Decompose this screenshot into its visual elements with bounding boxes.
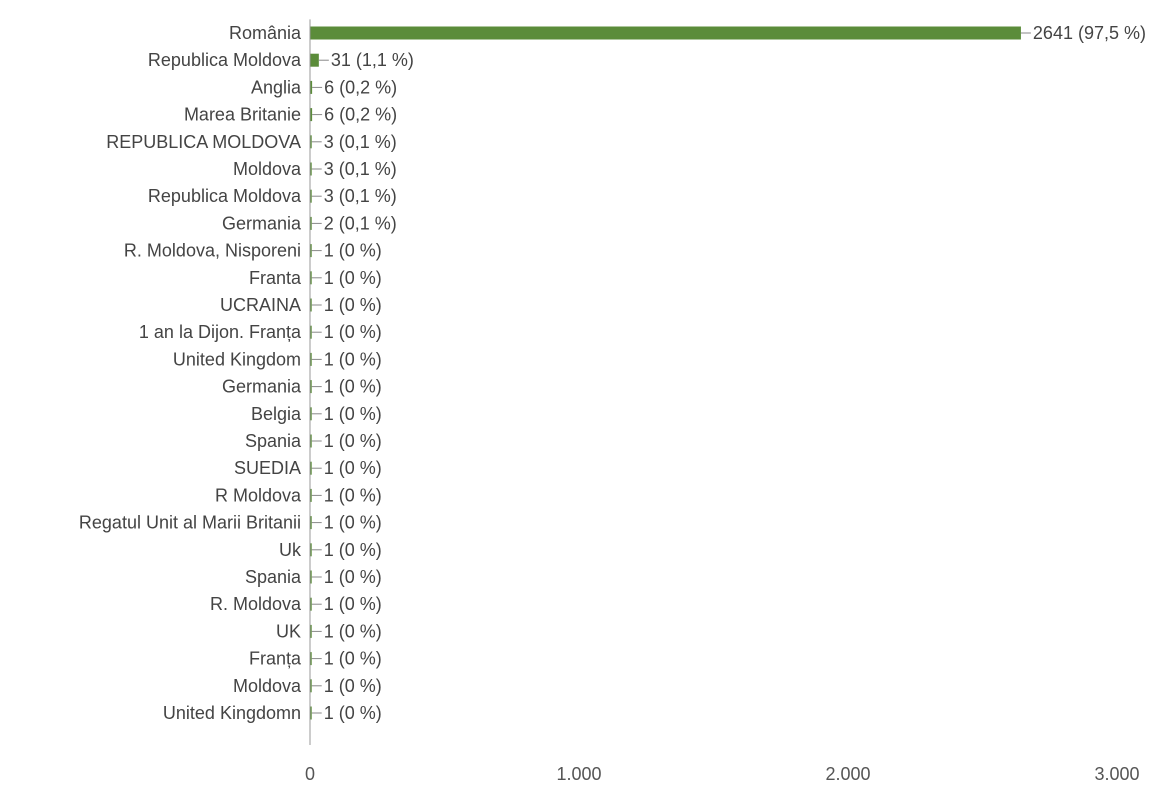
data-label: 1 (0 %) <box>324 594 382 614</box>
data-label: 6 (0,2 %) <box>324 105 397 125</box>
data-label: 1 (0 %) <box>324 540 382 560</box>
data-label: 2 (0,1 %) <box>324 213 397 233</box>
bar <box>310 679 312 693</box>
category-label: SUEDIA <box>234 458 301 478</box>
x-tick-label: 2.000 <box>825 764 870 784</box>
category-label: REPUBLICA MOLDOVA <box>106 132 301 152</box>
category-label: Marea Britanie <box>184 105 301 125</box>
category-label: Spania <box>245 431 302 451</box>
bar <box>310 53 319 67</box>
x-tick-label: 3.000 <box>1094 764 1139 784</box>
bar <box>310 597 312 611</box>
bar <box>310 80 313 94</box>
category-label: Germania <box>222 213 302 233</box>
data-label: 6 (0,2 %) <box>324 77 397 97</box>
bar <box>310 135 312 149</box>
data-label: 3 (0,1 %) <box>324 132 397 152</box>
data-label: 3 (0,1 %) <box>324 186 397 206</box>
category-label: Franta <box>249 268 302 288</box>
bar <box>310 108 313 122</box>
bar <box>310 624 312 638</box>
x-tick-label: 1.000 <box>556 764 601 784</box>
data-label: 1 (0 %) <box>324 404 382 424</box>
category-label: United Kingdomn <box>163 703 301 723</box>
category-label: România <box>229 23 302 43</box>
category-label: Regatul Unit al Marii Britanii <box>79 513 301 533</box>
category-label: R Moldova <box>215 485 302 505</box>
category-label: Germania <box>222 377 302 397</box>
data-label: 1 (0 %) <box>324 567 382 587</box>
category-label: R. Moldova, Nisporeni <box>124 241 301 261</box>
category-label: R. Moldova <box>210 594 302 614</box>
data-label: 31 (1,1 %) <box>331 50 414 70</box>
data-label: 1 (0 %) <box>324 377 382 397</box>
bar <box>310 271 312 285</box>
bar <box>310 543 312 557</box>
bar <box>310 380 312 394</box>
data-label: 2641 (97,5 %) <box>1033 23 1146 43</box>
category-label: 1 an la Dijon. Franța <box>139 322 302 342</box>
category-label: Anglia <box>251 77 302 97</box>
bar <box>310 488 312 502</box>
data-label: 3 (0,1 %) <box>324 159 397 179</box>
data-label: 1 (0 %) <box>324 621 382 641</box>
category-label: UK <box>276 621 301 641</box>
data-label: 1 (0 %) <box>324 431 382 451</box>
category-label: Spania <box>245 567 302 587</box>
data-label: 1 (0 %) <box>324 485 382 505</box>
data-label: 1 (0 %) <box>324 703 382 723</box>
data-label: 1 (0 %) <box>324 322 382 342</box>
bar <box>310 570 312 584</box>
bar <box>310 189 312 203</box>
data-label: 1 (0 %) <box>324 458 382 478</box>
category-label: Belgia <box>251 404 302 424</box>
category-label: Moldova <box>233 159 302 179</box>
data-label: 1 (0 %) <box>324 649 382 669</box>
bar <box>310 162 312 176</box>
bar <box>310 325 312 339</box>
category-label: Moldova <box>233 676 302 696</box>
category-label: Republica Moldova <box>148 186 302 206</box>
bar <box>310 516 312 530</box>
bar <box>310 244 312 258</box>
data-label: 1 (0 %) <box>324 295 382 315</box>
bar <box>310 26 1021 40</box>
bar <box>310 706 312 720</box>
bar <box>310 407 312 421</box>
category-label: Uk <box>279 540 302 560</box>
category-label: Franța <box>249 649 302 669</box>
bar <box>310 352 312 366</box>
category-label: Republica Moldova <box>148 50 302 70</box>
data-label: 1 (0 %) <box>324 676 382 696</box>
bar <box>310 434 312 448</box>
bar <box>310 461 312 475</box>
bar <box>310 652 312 666</box>
bar <box>310 298 312 312</box>
data-label: 1 (0 %) <box>324 268 382 288</box>
bar <box>310 216 312 230</box>
x-tick-label: 0 <box>305 764 315 784</box>
category-label: United Kingdom <box>173 349 301 369</box>
data-label: 1 (0 %) <box>324 513 382 533</box>
data-label: 1 (0 %) <box>324 349 382 369</box>
data-label: 1 (0 %) <box>324 241 382 261</box>
category-label: UCRAINA <box>220 295 301 315</box>
